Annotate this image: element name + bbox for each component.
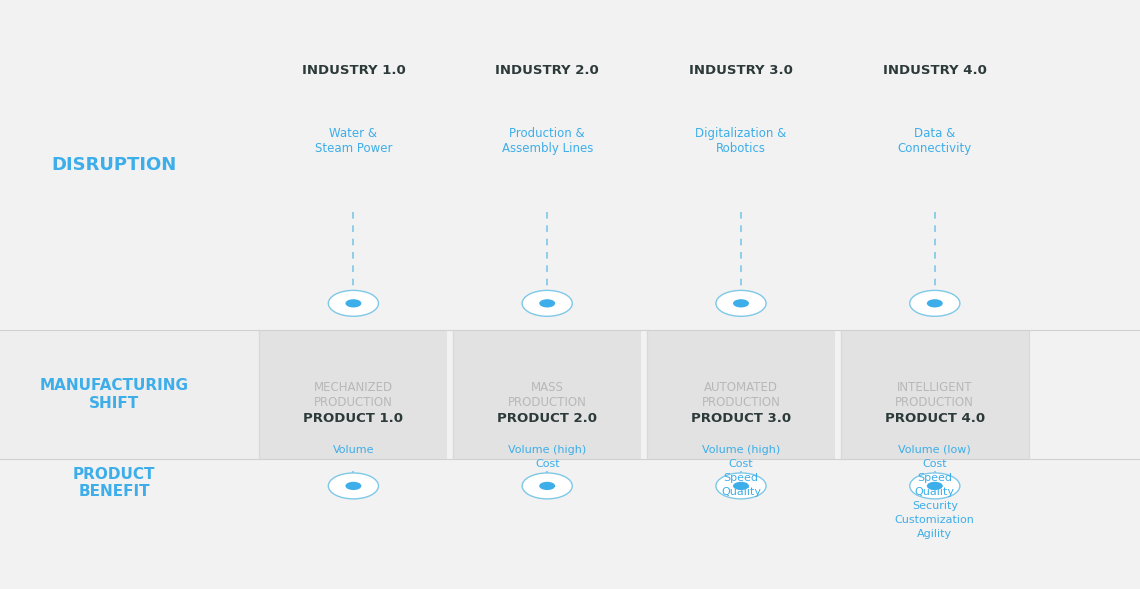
Text: Volume (high)
Cost
Speed
Quality: Volume (high) Cost Speed Quality [702, 445, 780, 497]
Text: INDUSTRY 3.0: INDUSTRY 3.0 [689, 64, 793, 77]
Circle shape [345, 299, 361, 307]
Text: Digitalization &
Robotics: Digitalization & Robotics [695, 127, 787, 155]
Circle shape [733, 482, 749, 490]
FancyBboxPatch shape [259, 330, 447, 459]
Circle shape [539, 482, 555, 490]
Text: MASS
PRODUCTION: MASS PRODUCTION [507, 380, 587, 409]
Text: MECHANIZED
PRODUCTION: MECHANIZED PRODUCTION [314, 380, 393, 409]
Text: INDUSTRY 4.0: INDUSTRY 4.0 [882, 64, 987, 77]
Circle shape [733, 299, 749, 307]
Text: Volume: Volume [333, 445, 374, 455]
Text: AUTOMATED
PRODUCTION: AUTOMATED PRODUCTION [701, 380, 781, 409]
Circle shape [328, 290, 378, 316]
Circle shape [539, 299, 555, 307]
Text: Volume (low)
Cost
Speed
Quality
Security
Customization
Agility: Volume (low) Cost Speed Quality Security… [895, 445, 975, 539]
Circle shape [716, 473, 766, 499]
Text: DISRUPTION: DISRUPTION [51, 156, 177, 174]
Circle shape [522, 473, 572, 499]
Text: Production &
Assembly Lines: Production & Assembly Lines [502, 127, 593, 155]
Text: MANUFACTURING
SHIFT: MANUFACTURING SHIFT [40, 378, 188, 411]
Circle shape [522, 290, 572, 316]
Text: Volume (high)
Cost: Volume (high) Cost [508, 445, 586, 469]
Text: Water &
Steam Power: Water & Steam Power [315, 127, 392, 155]
Text: PRODUCT 2.0: PRODUCT 2.0 [497, 412, 597, 425]
Circle shape [328, 473, 378, 499]
Circle shape [927, 299, 943, 307]
Text: PRODUCT 3.0: PRODUCT 3.0 [691, 412, 791, 425]
Text: PRODUCT 4.0: PRODUCT 4.0 [885, 412, 985, 425]
Text: Data &
Connectivity: Data & Connectivity [897, 127, 972, 155]
Text: INDUSTRY 1.0: INDUSTRY 1.0 [301, 64, 406, 77]
FancyBboxPatch shape [648, 330, 834, 459]
Text: INTELLIGENT
PRODUCTION: INTELLIGENT PRODUCTION [895, 380, 975, 409]
Text: INDUSTRY 2.0: INDUSTRY 2.0 [495, 64, 600, 77]
Circle shape [910, 290, 960, 316]
Text: PRODUCT
BENEFIT: PRODUCT BENEFIT [73, 466, 155, 499]
Text: PRODUCT 1.0: PRODUCT 1.0 [303, 412, 404, 425]
FancyBboxPatch shape [0, 330, 259, 459]
Circle shape [716, 290, 766, 316]
Circle shape [927, 482, 943, 490]
Circle shape [345, 482, 361, 490]
FancyBboxPatch shape [840, 330, 1028, 459]
Circle shape [910, 473, 960, 499]
FancyBboxPatch shape [0, 0, 1140, 330]
FancyBboxPatch shape [453, 330, 641, 459]
